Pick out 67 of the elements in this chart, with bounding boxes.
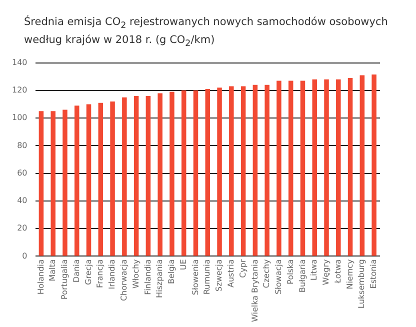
- y-tick-label: 120: [12, 86, 28, 95]
- x-tick-label: Czechy: [262, 258, 272, 288]
- bar: [158, 93, 162, 256]
- bar: [252, 84, 258, 256]
- bar: [372, 74, 376, 256]
- bar: [122, 97, 127, 256]
- x-tick-label: Portugalia: [60, 259, 70, 300]
- x-tick-label: Finlandia: [143, 259, 152, 295]
- x-tick-label: Bułgaria: [298, 259, 307, 292]
- chart-title: Średnia emisja CO$_{2}$ rejestrowanych nowych samochodów osobowych według krajów w 2018 r. (g CO$_{2}$/km): [24, 15, 389, 52]
- bar: [264, 84, 270, 256]
- x-tick-label: Słowacja: [274, 259, 284, 294]
- bar: [98, 102, 104, 256]
- bar: [146, 96, 151, 256]
- bar: [288, 80, 294, 256]
- x-tick-label: Włochy: [131, 258, 140, 288]
- bar: [134, 96, 139, 256]
- bar: [170, 92, 174, 256]
- bar: [74, 106, 80, 256]
- x-tick-label: Holandia: [36, 259, 46, 295]
- x-tick-label: Chorwacja: [120, 259, 128, 302]
- x-tick-label: Estonia: [369, 259, 378, 289]
- x-tick-label: Grecja: [84, 259, 93, 285]
- bar: [205, 89, 210, 256]
- bar: [312, 79, 317, 256]
- x-tick-label: Cypr: [238, 258, 248, 278]
- y-tick-label: 140: [12, 58, 28, 67]
- bar: [360, 75, 365, 256]
- y-tick-label: 80: [17, 140, 28, 150]
- bar: [240, 86, 246, 256]
- x-tick-label: Wielka Brytania: [250, 259, 260, 322]
- x-tick-label: Niemcy: [345, 258, 354, 290]
- x-tick-label: Słowenia: [190, 259, 200, 296]
- bar: [86, 104, 92, 256]
- y-tick-label: 60: [17, 168, 28, 178]
- bar: [62, 110, 68, 256]
- bar: [300, 80, 306, 256]
- bar: [276, 80, 282, 256]
- bar: [336, 79, 341, 256]
- bar: [50, 111, 56, 256]
- bar: [181, 90, 186, 256]
- y-tick-label: 0: [22, 251, 28, 260]
- x-tick-label: Litwa: [310, 259, 319, 280]
- x-tick-label: Łotwa: [333, 259, 342, 284]
- x-tick-label: Austria: [226, 259, 236, 288]
- bar: [324, 79, 329, 256]
- bar: [38, 111, 44, 256]
- x-tick-label: Malta: [48, 259, 58, 282]
- x-tick-label: Szwecja: [214, 259, 224, 292]
- y-tick-label: 40: [17, 196, 28, 206]
- x-tick-label: Francja: [96, 259, 105, 288]
- x-tick-label: Hiszpania: [155, 259, 164, 298]
- bar: [217, 88, 222, 256]
- bar: [348, 78, 353, 256]
- x-tick-label: Rumunia: [202, 259, 212, 295]
- x-tick-label: Belgia: [167, 259, 176, 284]
- x-tick-label: Dania: [72, 259, 81, 282]
- x-tick-label: Irlandia: [108, 259, 117, 290]
- y-tick-label: 100: [12, 113, 28, 122]
- bar: [110, 101, 115, 256]
- x-tick-label: Polska: [286, 259, 295, 284]
- bar: [229, 86, 234, 256]
- y-tick-label: 20: [17, 224, 28, 233]
- x-tick-label: UE: [178, 259, 188, 270]
- x-tick-label: Węgry: [322, 258, 331, 286]
- bar: [193, 90, 198, 256]
- x-tick-label: Luksemburg: [357, 259, 366, 308]
